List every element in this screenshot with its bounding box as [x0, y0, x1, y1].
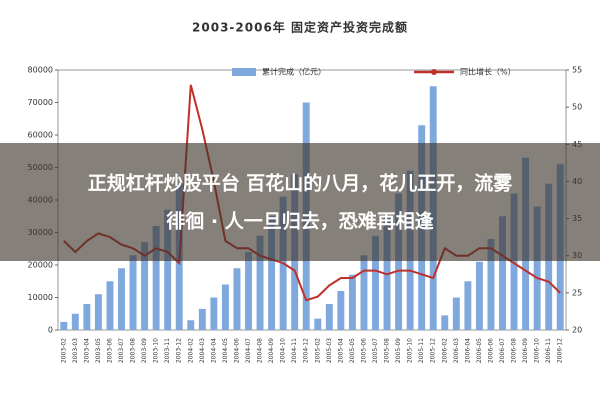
x-tick-label: 2003-11 [164, 338, 171, 363]
bar [245, 252, 252, 330]
x-tick-label: 2005-07 [372, 338, 379, 363]
x-tick-label: 2005-12 [430, 338, 437, 363]
bar [499, 216, 506, 330]
x-tick-label: 2005-11 [418, 338, 425, 363]
bar [83, 304, 91, 330]
x-tick-label: 2006-10 [534, 338, 541, 363]
x-tick-label: 2005-08 [384, 338, 391, 363]
banner-line: 徘徊 · 人一旦归去，恐难再相逢 [166, 210, 433, 233]
bar [106, 281, 114, 330]
bar [360, 255, 368, 330]
x-tick-label: 2004-12 [303, 338, 310, 363]
x-tick-label: 2004-06 [233, 338, 240, 363]
bar [152, 226, 160, 330]
x-tick-label: 2006-12 [557, 338, 564, 363]
x-tick-label: 2003-02 [60, 338, 67, 363]
y2-tick-label: 20 [572, 326, 582, 335]
x-tick-label: 2003-07 [118, 338, 125, 363]
x-tick-label: 2004-08 [257, 338, 264, 363]
x-tick-label: 2005-02 [314, 338, 321, 363]
bar [325, 304, 333, 330]
bar [452, 297, 460, 330]
bar [221, 284, 229, 330]
bar [256, 235, 264, 330]
legend-label: 累计完成（亿元） [262, 67, 326, 77]
y2-tick-label: 55 [572, 66, 582, 75]
y-tick-label: 70000 [28, 98, 53, 107]
bar [372, 235, 379, 330]
bar [337, 291, 345, 330]
x-tick-label: 2006-05 [476, 338, 483, 363]
y-tick-label: 20000 [28, 261, 53, 270]
x-tick-label: 2006-06 [487, 338, 494, 363]
x-tick-label: 2003-03 [72, 338, 79, 363]
x-tick-label: 2005-06 [360, 338, 367, 363]
bar [129, 255, 137, 330]
x-tick-label: 2005-05 [349, 338, 356, 363]
legend-marker [431, 69, 437, 75]
x-tick-label: 2006-08 [511, 338, 518, 363]
x-tick-label: 2004-07 [245, 338, 252, 363]
x-tick-label: 2003-06 [106, 338, 113, 363]
y2-tick-label: 50 [572, 103, 582, 112]
x-tick-label: 2004-03 [199, 338, 206, 363]
bar [233, 268, 241, 330]
x-tick-label: 2004-11 [291, 338, 298, 363]
x-tick-label: 2006-07 [499, 338, 506, 363]
x-tick-label: 2006-11 [545, 338, 552, 363]
bar [533, 206, 541, 330]
bar [487, 239, 495, 330]
x-tick-label: 2003-12 [176, 338, 183, 363]
y2-tick-label: 25 [572, 288, 582, 297]
bar [510, 193, 518, 330]
bar [441, 315, 449, 330]
x-tick-label: 2006-09 [522, 338, 529, 363]
bar [268, 216, 276, 330]
bar [210, 297, 218, 330]
bar [71, 313, 79, 330]
bar [395, 193, 403, 330]
y-tick-label: 10000 [28, 293, 53, 302]
x-tick-label: 2004-09 [268, 338, 275, 363]
x-tick-label: 2003-05 [95, 338, 102, 363]
bar [187, 320, 195, 330]
x-tick-label: 2003-08 [130, 338, 137, 363]
bar [464, 281, 472, 330]
chart-title: 2003-2006年 固定资产投资完成额 [192, 20, 408, 35]
x-tick-label: 2005-03 [326, 338, 333, 363]
bar [198, 308, 206, 330]
x-tick-label: 2004-10 [280, 338, 287, 363]
legend-swatch [232, 68, 256, 76]
x-tick-label: 2004-05 [222, 338, 229, 363]
x-tick-label: 2004-04 [210, 338, 217, 363]
bar [141, 242, 149, 330]
legend-label: 同比增长（%） [460, 67, 516, 77]
y-tick-label: 0 [48, 326, 53, 335]
bar [348, 274, 356, 330]
y-tick-label: 80000 [28, 66, 53, 75]
x-tick-label: 2006-03 [453, 338, 460, 363]
banner-bg [0, 143, 600, 261]
x-tick-label: 2006-04 [464, 338, 471, 363]
bar [383, 216, 391, 330]
bar [60, 321, 68, 330]
x-tick-label: 2003-09 [141, 338, 148, 363]
x-tick-label: 2003-04 [83, 338, 90, 363]
banner-line: 正规杠杆炒股平台 百花山的八月，花儿正开，流雾 [88, 172, 514, 195]
y-tick-label: 60000 [28, 131, 53, 140]
x-tick-label: 2003-10 [153, 338, 160, 363]
bar [314, 318, 322, 330]
x-tick-label: 2005-09 [395, 338, 402, 363]
bar [475, 261, 483, 330]
bar [164, 209, 172, 330]
bar [94, 294, 102, 330]
x-tick-label: 2005-04 [337, 338, 344, 363]
x-tick-label: 2006-02 [441, 338, 448, 363]
bar [118, 268, 125, 330]
x-tick-label: 2004-02 [187, 338, 194, 363]
x-tick-label: 2005-10 [407, 338, 414, 363]
